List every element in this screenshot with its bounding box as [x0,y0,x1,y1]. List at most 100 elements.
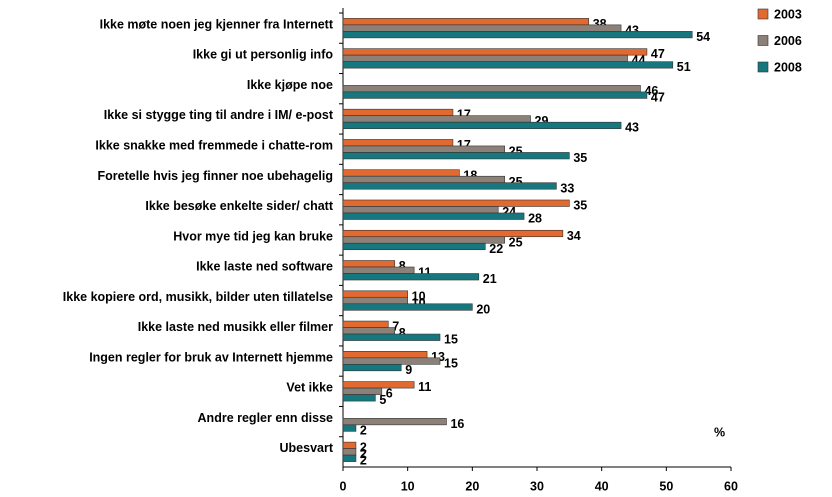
bar [342,242,486,251]
bar [342,290,408,298]
value-label: 34 [567,229,581,243]
bar [342,394,376,402]
value-label: 47 [651,90,665,104]
category-label: Ikke laste ned software [196,260,333,274]
value-label: 20 [476,302,490,316]
bar [342,418,447,426]
category-label: Ubesvart [280,441,334,455]
category-label: Hvor mye tid jeg kan bruke [173,229,333,243]
category-label: Ikke kopiere ord, musikk, bilder uten ti… [63,290,333,304]
x-tick-label: 30 [530,479,544,493]
value-label: 10 [412,289,426,303]
bar [342,387,383,395]
x-tick-label: 0 [340,479,347,493]
bar [342,31,693,39]
bar [342,169,460,177]
value-label: 51 [677,60,691,74]
x-tick-label: 20 [465,479,479,493]
bar [342,364,402,372]
category-label: Ikke møte noen jeg kjenner fra Internett [100,17,334,31]
value-label: 15 [444,333,458,347]
value-label: 2 [360,441,367,455]
bar [342,108,454,116]
x-tick-label: 60 [724,479,738,493]
bar [342,18,590,26]
bar [342,145,505,153]
legend-swatch [757,35,769,46]
value-label: 2 [360,454,367,468]
bar [342,91,648,99]
value-label: 9 [405,363,412,377]
bar [342,424,357,432]
value-label: 2 [360,447,367,461]
bar [342,351,428,359]
bar [342,333,441,341]
bar [342,48,648,56]
value-label: 43 [625,121,639,135]
bar [342,175,505,184]
bar [342,236,505,244]
category-label: Ikke snakke med fremmede i chatte-rom [95,138,333,152]
bar [342,273,480,281]
value-label: 16 [450,417,464,431]
bar [342,199,570,207]
value-label: 15 [444,356,458,370]
category-label: Ikke besøke enkelte sider/ chatt [145,199,333,213]
bar [342,266,415,274]
value-label: 35 [573,151,587,165]
x-tick-label: 40 [595,479,609,493]
value-label: 6 [386,387,393,401]
category-label: Ikke gi ut personlig info [193,48,334,62]
bar [342,260,396,268]
category-label: Foretelle hvis jeg finner noe ubehagelig [98,169,333,183]
bar [342,85,641,93]
category-label: Ikke laste ned musikk eller filmer [138,320,333,334]
legend-label: 2006 [774,34,802,48]
bar [342,296,408,305]
value-label: 2 [360,423,367,437]
value-label: 8 [399,259,406,273]
bar [342,303,473,311]
bar [342,448,357,456]
value-label: 11 [418,380,431,394]
bar [342,229,564,238]
value-label: 35 [573,199,587,213]
bar [342,212,525,220]
value-label: 47 [651,47,665,61]
value-label: 25 [509,235,523,249]
bar [342,24,622,32]
bar [342,139,454,147]
legend-swatch [757,8,769,20]
x-tick-label: 50 [659,479,673,493]
x-tick-label: 10 [401,479,415,493]
value-label: 22 [489,242,503,256]
bar [342,357,441,365]
bar [342,454,357,462]
legend-label: 2008 [774,60,802,74]
value-label: 21 [483,272,497,286]
bar [342,61,674,69]
category-label: Ikke kjøpe noe [247,78,333,92]
bar [342,381,415,389]
value-label: 54 [696,30,710,44]
category-label: Ingen regler for bruk av Internett hjemm… [89,350,333,364]
category-label: Ikke si stygge ting til andre i IM/ e-po… [104,108,334,122]
value-label: 7 [392,320,399,334]
bar [342,115,531,123]
value-label: 33 [560,181,574,195]
unit-annotation: % [714,425,725,439]
value-label: 5 [379,393,386,407]
legend-label: 2003 [774,7,802,21]
bar [342,320,389,328]
bar [342,182,557,190]
category-label: Andre regler enn disse [198,411,334,425]
legend-swatch [757,61,769,73]
category-label: Vet ikke [286,381,333,395]
bar [342,121,622,129]
value-label: 28 [528,212,542,226]
bar [342,54,628,62]
bar [342,441,357,449]
value-label: 46 [644,84,658,98]
value-label: 8 [399,326,406,340]
